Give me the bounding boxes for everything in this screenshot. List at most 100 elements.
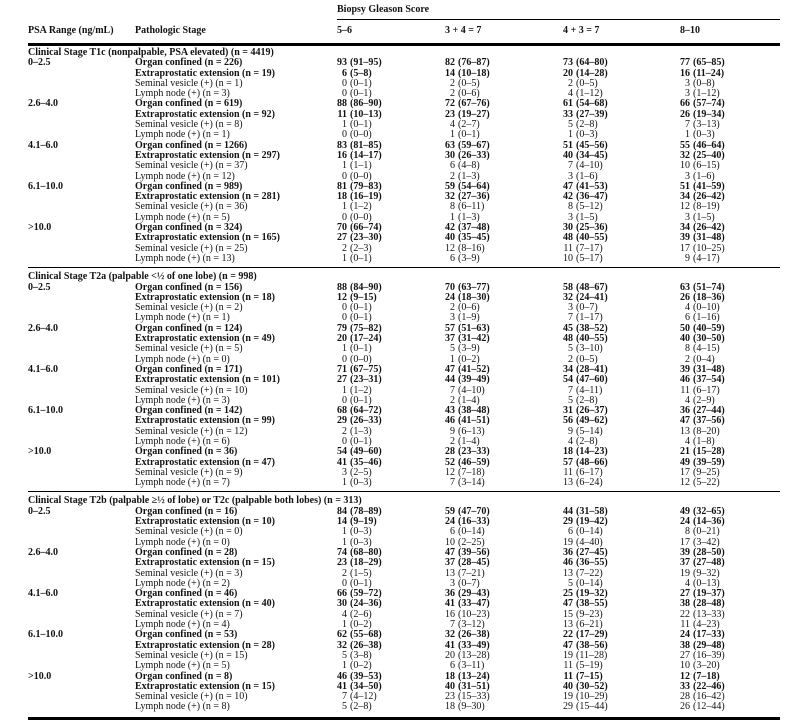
value-number: 39 (680, 232, 690, 244)
value-cell: 12 (9–15) (337, 292, 445, 303)
value-cell: 0 (0–1) (337, 577, 445, 589)
value-number: 2 (450, 88, 455, 100)
value-cell: 37 (28–45) (445, 557, 563, 568)
value-cell: 10 (5–17) (563, 253, 680, 264)
psa-range-cell (28, 344, 135, 354)
value-cell: 4 (2–7) (445, 119, 563, 130)
value-confidence-interval: (2–9) (693, 394, 715, 406)
value-number: 2 (450, 302, 455, 314)
value-cell: 2 (0–6) (445, 302, 563, 314)
value-confidence-interval: (16–42) (693, 691, 725, 703)
value-number: 7 (568, 160, 573, 172)
value-confidence-interval: (40–59) (693, 322, 725, 334)
value-confidence-interval: (28–50) (693, 546, 725, 558)
table-row: Seminal vesicle (+) (n = 7) 4 (2–6) 16 (10–2… (28, 609, 780, 620)
value-cell: 11 (4–23) (680, 619, 780, 630)
value-cell: 54 (47–60) (563, 374, 680, 386)
value-cell: 32 (27–36) (445, 191, 563, 202)
value-confidence-interval: (46–64) (693, 139, 725, 151)
value-confidence-interval: (16–33) (458, 516, 490, 528)
value-cell: 12 (7–18) (445, 467, 563, 478)
value-confidence-interval: (1–9) (458, 312, 480, 324)
table-row: 6.1–10.0 Organ confined (n = 53) 62 (55–68)… (28, 630, 780, 641)
value-number: 39 (680, 546, 690, 558)
value-confidence-interval: (35–45) (458, 232, 490, 244)
value-cell: 70 (66–74) (337, 222, 445, 234)
table-row: Extraprostatic extension (n = 10) 14 (9–19… (28, 516, 780, 528)
table-row: Seminal vesicle (+) (n = 5) 1 (0–1) 5 (3–9) 5… (28, 343, 780, 355)
section-title: Clinical Stage T2a (palpable <½ of one l… (28, 271, 257, 283)
value-number: 3 (568, 302, 573, 314)
value-cell: 11 (10–13) (337, 109, 445, 120)
value-number: 1 (342, 201, 347, 213)
psa-group: 2.6–4.0 Organ confined (n = 124) 79 (75–82)… (28, 322, 780, 365)
table-row: 4.1–6.0 Organ confined (n = 46) 66 (59–72) 3… (28, 588, 780, 599)
value-number: 27 (680, 649, 690, 661)
value-cell: 40 (30–52) (563, 681, 680, 692)
stage-label-cell: Seminal vesicle (+) (n = 2) (135, 302, 243, 314)
value-cell: 1 (0–2) (445, 354, 563, 365)
value-cell: 18 (13–24) (445, 670, 563, 682)
value-number: 4 (568, 88, 573, 100)
value-number: 36 (680, 405, 690, 417)
value-confidence-interval: (41–52) (458, 363, 490, 375)
value-number: 54 (563, 374, 573, 386)
value-confidence-interval: (26–33) (350, 415, 382, 427)
value-cell: 47 (41–53) (563, 181, 680, 192)
table-row: Seminal vesicle (+) (n = 12) 2 (1–3) 9 (6–13… (28, 425, 780, 437)
table-row: Seminal vesicle (+) (n = 1) 0 (0–1) 2 (0–5) 2… (28, 77, 780, 89)
value-number: 18 (563, 446, 573, 458)
table-row: Seminal vesicle (+) (n = 9) 3 (2–5) 12 (7–18… (28, 467, 780, 478)
value-number: 9 (450, 425, 455, 437)
table-row: Seminal vesicle (+) (n = 2) 0 (0–1) 2 (0–6) 3… (28, 302, 780, 314)
value-number: 49 (680, 456, 690, 468)
value-number: 0 (342, 77, 347, 89)
value-confidence-interval: (5–12) (576, 201, 603, 213)
stage-label-cell: Seminal vesicle (+) (n = 3) (135, 567, 243, 579)
value-number: 46 (680, 374, 690, 386)
value-confidence-interval: (0–7) (458, 577, 480, 589)
value-confidence-interval: (19–27) (458, 108, 490, 120)
value-confidence-interval: (0–1) (350, 343, 372, 355)
value-confidence-interval: (13–24) (458, 670, 490, 682)
value-confidence-interval: (27–45) (576, 546, 608, 558)
value-number: 0 (342, 577, 347, 589)
value-confidence-interval: (33–49) (458, 639, 490, 651)
value-confidence-interval: (9–30) (458, 701, 485, 713)
stage-label-cell: Seminal vesicle (+) (n = 36) (135, 201, 248, 213)
value-confidence-interval: (19–42) (576, 516, 608, 528)
value-number: 32 (337, 639, 347, 651)
table-row: Seminal vesicle (+) (n = 10) 7 (4–12) 23 (15… (28, 691, 780, 703)
value-number: 55 (680, 139, 690, 151)
value-number: 31 (563, 405, 573, 417)
value-confidence-interval: (0–5) (458, 77, 480, 89)
psa-range-cell (28, 569, 135, 579)
value-confidence-interval: (64–80) (576, 57, 608, 69)
value-number: 49 (680, 505, 690, 517)
value-cell: 0 (0–0) (337, 130, 445, 141)
value-number: 50 (680, 322, 690, 334)
stage-label-cell: Seminal vesicle (+) (n = 0) (135, 526, 243, 538)
table-row: >10.0 Organ confined (n = 36) 54 (49–60) 28(… (28, 446, 780, 458)
stage-label-cell: Organ confined (n = 36) (135, 446, 238, 458)
value-cell: 0 (0–1) (337, 77, 445, 89)
table-row: 4.1–6.0 Organ confined (n = 1266) 83 (81–85… (28, 139, 780, 151)
value-number: 47 (563, 639, 573, 651)
value-cell: 4 (0–10) (680, 302, 780, 313)
table-row: Extraprostatic extension (n = 28) 32 (26–3… (28, 639, 780, 651)
value-confidence-interval: (26–33) (458, 149, 490, 161)
value-cell: 2 (1–4) (445, 395, 563, 406)
value-cell: 57 (51–63) (445, 323, 563, 334)
value-cell: 44 (39–49) (445, 374, 563, 385)
psa-range-cell: 6.1–10.0 (28, 405, 63, 417)
value-confidence-interval: (39–59) (693, 456, 725, 468)
table-row: Lymph node (+) (n = 1) 0 (0–1) 3 (1–9) 7 (1–17… (28, 312, 780, 324)
psa-range-cell (28, 558, 135, 568)
stage-label-cell: Lymph node (+) (n = 1) (135, 312, 230, 324)
value-number: 70 (337, 222, 347, 234)
value-confidence-interval: (1–5) (350, 567, 372, 579)
value-cell: 27 (23–31) (337, 374, 445, 385)
value-number: 0 (342, 394, 347, 406)
value-cell: 34 (26–42) (680, 222, 780, 233)
value-cell: 1 (0–3) (337, 537, 445, 548)
